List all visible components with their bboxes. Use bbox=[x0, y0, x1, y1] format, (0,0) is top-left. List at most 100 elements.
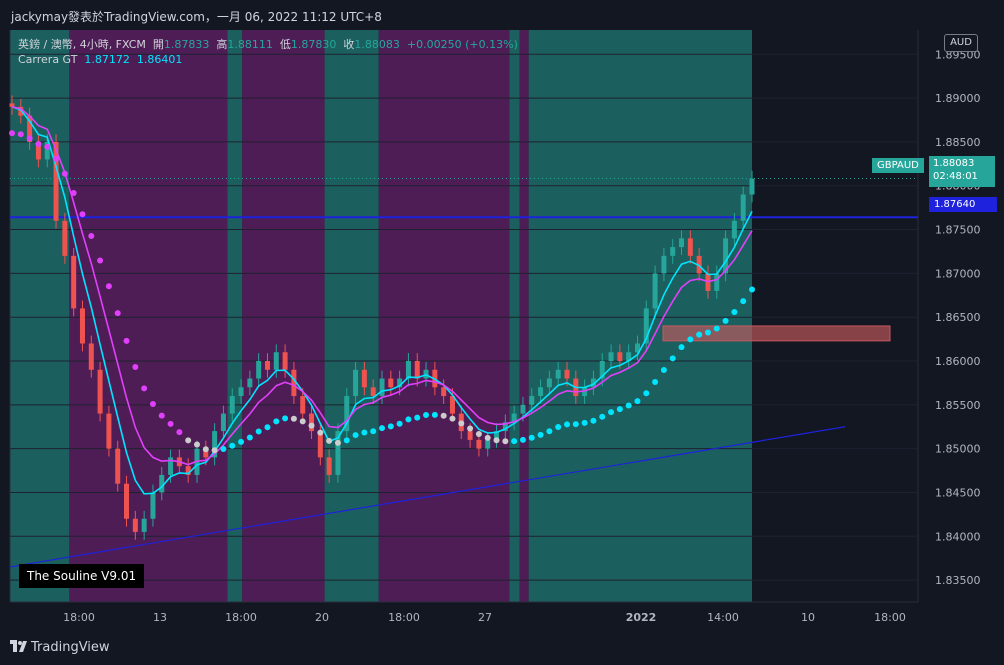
x-tick-label-4: 18:00 bbox=[388, 611, 420, 624]
footer-brand[interactable]: TradingView bbox=[10, 640, 110, 655]
candle-body bbox=[546, 378, 552, 388]
candle-body bbox=[141, 518, 147, 532]
slow-ma-dot bbox=[696, 331, 703, 338]
slow-ma-dot bbox=[273, 418, 280, 425]
close-value: 1.88083 bbox=[354, 38, 400, 51]
slow-ma-dot bbox=[599, 413, 606, 420]
x-tick-label-0: 18:00 bbox=[63, 611, 95, 624]
candle-body bbox=[502, 422, 508, 432]
slow-ma-dot bbox=[502, 438, 509, 445]
slow-ma-dot bbox=[634, 398, 641, 405]
candle-body bbox=[44, 141, 50, 160]
candle-body bbox=[150, 492, 156, 519]
slow-ma-dot bbox=[44, 143, 51, 150]
currency-button[interactable]: AUD bbox=[944, 34, 978, 52]
candle-body bbox=[608, 352, 614, 362]
candle-body bbox=[520, 404, 526, 414]
indicator-legend[interactable]: Carrera GT 1.87172 1.86401 bbox=[18, 53, 182, 66]
candle-body bbox=[714, 273, 720, 291]
candle-body bbox=[670, 247, 676, 256]
candle-body bbox=[273, 352, 279, 370]
candle-body bbox=[485, 439, 491, 449]
last-price-value: 1.88083 bbox=[933, 158, 975, 169]
candle-body bbox=[529, 396, 535, 405]
x-tick-label-9: 18:00 bbox=[874, 611, 906, 624]
slow-ma-dot bbox=[246, 434, 253, 441]
tradingview-logo-icon bbox=[10, 640, 27, 652]
footer-brand-text: TradingView bbox=[31, 640, 110, 655]
slow-ma-dot bbox=[405, 416, 412, 423]
slow-ma-dot bbox=[326, 437, 333, 444]
candle-body bbox=[35, 141, 41, 160]
candle-body bbox=[53, 141, 59, 221]
candle-body bbox=[229, 396, 235, 414]
slow-ma-dot bbox=[608, 409, 615, 416]
slow-ma-dot bbox=[546, 428, 553, 435]
candle-body bbox=[379, 378, 385, 397]
slow-ma-dot bbox=[123, 337, 130, 344]
symbol-name[interactable]: 英鎊 / 澳幣, 4小時, FXCM bbox=[18, 38, 146, 51]
candle-body bbox=[405, 361, 411, 379]
candle-body bbox=[115, 448, 121, 484]
slow-ma-dot bbox=[431, 411, 438, 418]
candle-body bbox=[256, 361, 262, 379]
top-bar: jackymay發表於TradingView.com，一月 06, 2022 1… bbox=[0, 0, 1004, 30]
slow-ma-dot bbox=[704, 329, 711, 336]
slow-ma-dot bbox=[70, 190, 77, 197]
y-tick-label-1: 1.84000 bbox=[935, 530, 981, 543]
session-band-1 bbox=[69, 28, 228, 602]
slow-ma-dot bbox=[713, 325, 720, 332]
slow-ma-dot bbox=[361, 429, 368, 436]
slow-ma-dot bbox=[687, 336, 694, 343]
candle-body bbox=[79, 308, 85, 344]
x-tick-label-7: 14:00 bbox=[707, 611, 739, 624]
candle-body bbox=[203, 448, 209, 458]
open-value: 1.87833 bbox=[163, 38, 210, 51]
slow-ma-dot bbox=[643, 390, 650, 397]
candle-body bbox=[494, 431, 500, 440]
slow-ma-dot bbox=[132, 363, 139, 370]
candle-body bbox=[476, 439, 482, 449]
candle-body bbox=[185, 466, 191, 475]
slow-ma-dot bbox=[105, 283, 112, 290]
y-tick-label-2: 1.84500 bbox=[935, 486, 981, 499]
slow-ma-dot bbox=[379, 425, 385, 432]
candle-body bbox=[132, 518, 138, 532]
publisher-header: jackymay發表於TradingView.com，一月 06, 2022 1… bbox=[11, 10, 382, 24]
candle-body bbox=[679, 238, 685, 248]
candle-body bbox=[18, 106, 24, 116]
candle-body bbox=[564, 369, 570, 379]
slow-ma-dot bbox=[511, 438, 518, 445]
candle-body bbox=[538, 387, 544, 397]
slow-ma-dot bbox=[264, 424, 271, 431]
slow-ma-dot bbox=[581, 419, 588, 426]
slow-ma-dot bbox=[141, 385, 148, 392]
candle-body bbox=[317, 431, 323, 458]
session-band-5 bbox=[378, 28, 510, 602]
candle-body bbox=[264, 361, 270, 370]
candle-body bbox=[414, 361, 420, 379]
candle-body bbox=[353, 369, 359, 397]
candle-body bbox=[643, 308, 649, 344]
indicator-name: Carrera GT bbox=[18, 53, 78, 66]
candle-body bbox=[634, 343, 640, 353]
candle-body bbox=[27, 115, 33, 142]
candle-body bbox=[106, 413, 112, 449]
session-band-6 bbox=[509, 28, 520, 602]
price-axis bbox=[918, 28, 1004, 642]
slow-ma-dot bbox=[493, 437, 500, 444]
fast-ma-line bbox=[11, 106, 753, 495]
slow-ma-dot bbox=[317, 429, 324, 436]
y-tick-label-5: 1.86000 bbox=[935, 355, 981, 368]
x-tick-label-5: 27 bbox=[478, 611, 492, 624]
close-label: 收 bbox=[343, 38, 355, 51]
slow-ma-dot bbox=[194, 441, 200, 448]
slow-ma-dot bbox=[370, 428, 377, 435]
slow-ma-dot bbox=[26, 135, 33, 142]
slow-ma-dot bbox=[458, 420, 465, 427]
slow-ma-dot bbox=[564, 421, 570, 428]
slow-ma-dot bbox=[17, 131, 24, 138]
y-tick-label-4: 1.85500 bbox=[935, 399, 981, 412]
slow-ma-dot bbox=[220, 445, 227, 452]
